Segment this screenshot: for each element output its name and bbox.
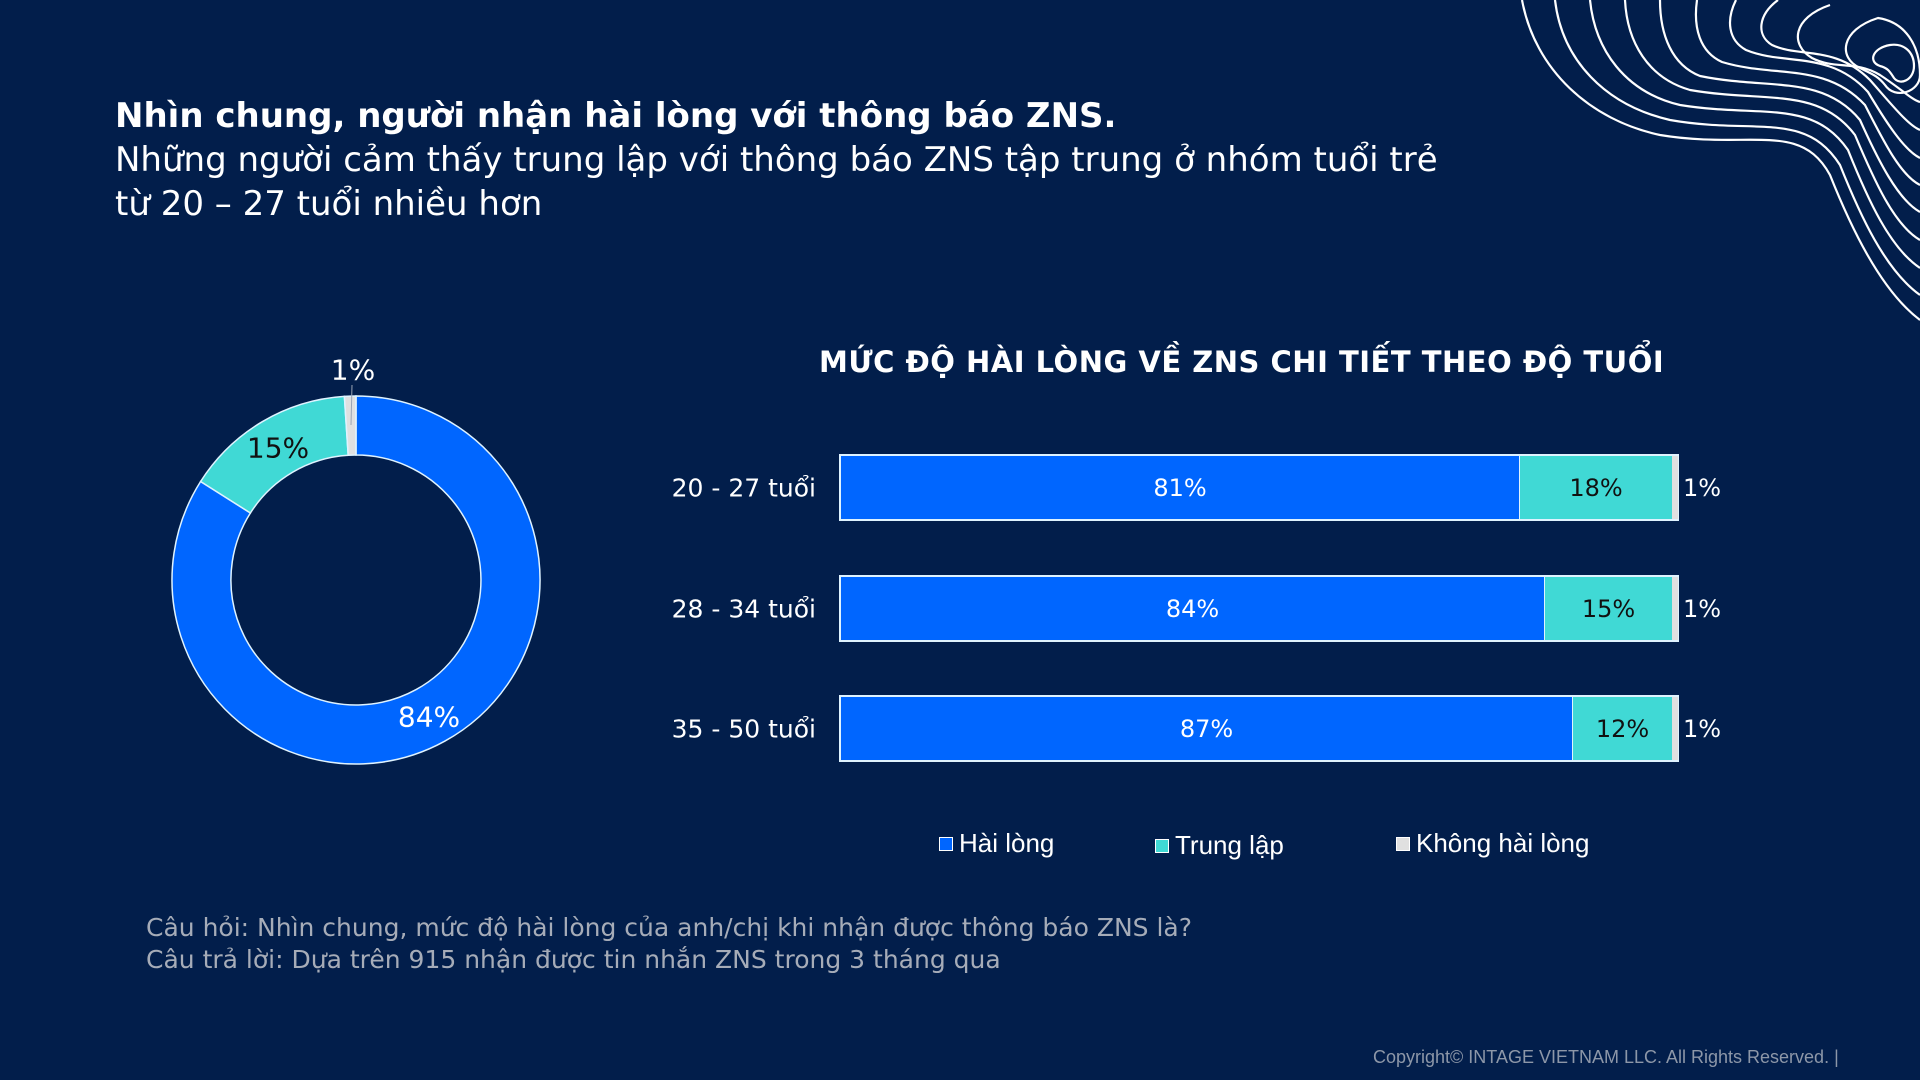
chart-legend: Hài lòng Trung lập Không hài lòng <box>0 828 1920 868</box>
donut-slice-khong-hai-long <box>343 395 357 457</box>
stacked-bar-35-50: 87% 12% <box>839 695 1679 762</box>
footnote-answer: Câu trả lời: Dựa trên 915 nhận được tin … <box>146 945 1001 974</box>
subheadline-line-1: Những người cảm thấy trung lập với thông… <box>115 140 1438 180</box>
legend-label: Hài lòng <box>959 828 1055 858</box>
headline: Nhìn chung, người nhận hài lòng với thôn… <box>115 96 1117 136</box>
bar-segment-khong-hai-long <box>1672 575 1679 642</box>
legend-label: Trung lập <box>1175 830 1284 860</box>
bar-segment-trung-lap: 15% <box>1544 575 1672 642</box>
legend-item-hai-long: Hài lòng <box>939 828 1054 859</box>
bar-segment-hai-long: 81% <box>839 454 1519 521</box>
bar-segment-hai-long: 87% <box>839 695 1572 762</box>
legend-label: Không hài lòng <box>1416 828 1590 858</box>
bar-segment-hai-long: 84% <box>839 575 1544 642</box>
copyright-notice: Copyright© INTAGE VIETNAM LLC. All Right… <box>1373 1047 1839 1067</box>
bar-outside-label-khong-hai-long: 1% <box>1683 595 1722 623</box>
overall-satisfaction-donut-chart: 1% 15% 84% <box>160 340 560 780</box>
legend-item-trung-lap: Trung lập <box>1155 830 1284 861</box>
bar-outside-label-khong-hai-long: 1% <box>1683 474 1722 502</box>
legend-swatch-blue <box>939 836 953 851</box>
bar-segment-khong-hai-long <box>1672 454 1679 521</box>
donut-label-trung-lap: 15% <box>246 431 310 465</box>
leader-line <box>350 384 353 426</box>
decorative-contour-lines <box>1520 0 1920 321</box>
footnote: Câu hỏi: Nhìn chung, mức độ hài lòng của… <box>146 912 1192 976</box>
legend-item-khong-hai-long: Không hài lòng <box>1396 828 1589 859</box>
legend-swatch-grey <box>1396 836 1410 851</box>
stacked-bar-20-27: 81% 18% <box>839 454 1679 521</box>
footnote-question: Câu hỏi: Nhìn chung, mức độ hài lòng của… <box>146 913 1193 942</box>
row-label-20-27: 20 - 27 tuổi <box>671 473 816 503</box>
bar-outside-label-khong-hai-long: 1% <box>1683 715 1722 743</box>
bar-chart-title: MỨC ĐỘ HÀI LÒNG VỀ ZNS CHI TIẾT THEO ĐỘ … <box>819 345 1665 379</box>
stacked-bar-28-34: 84% 15% <box>839 575 1679 642</box>
bar-segment-khong-hai-long <box>1672 695 1679 762</box>
page-heading: Nhìn chung, người nhận hài lòng với thôn… <box>115 94 1615 226</box>
donut-label-khong-hai-long: 1% <box>330 353 376 387</box>
subheadline-line-2: từ 20 – 27 tuổi nhiều hơn <box>115 184 543 224</box>
donut-label-hai-long: 84% <box>397 700 461 734</box>
bar-segment-trung-lap: 18% <box>1519 454 1672 521</box>
row-label-28-34: 28 - 34 tuổi <box>671 594 816 624</box>
legend-swatch-teal <box>1155 838 1169 853</box>
bar-segment-trung-lap: 12% <box>1572 695 1672 762</box>
donut-slice-hai-long <box>171 395 541 765</box>
row-label-35-50: 35 - 50 tuổi <box>671 714 816 744</box>
